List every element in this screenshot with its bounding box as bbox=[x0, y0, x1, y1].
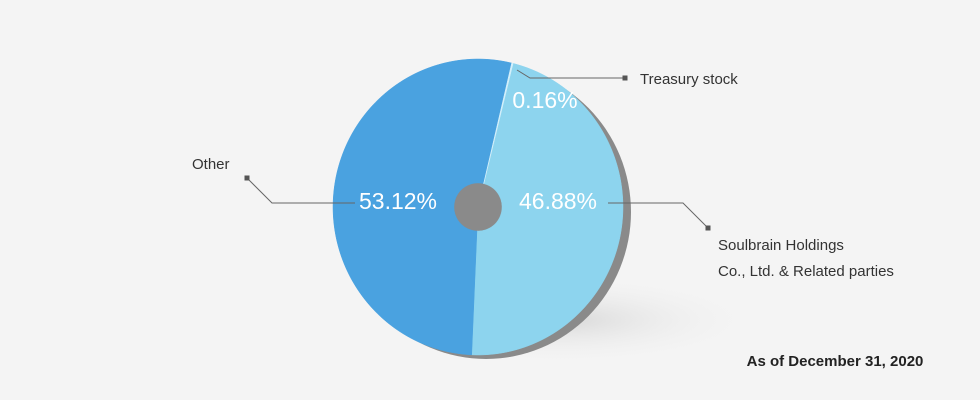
leader-line bbox=[608, 202, 709, 229]
category-label: Treasury stock bbox=[640, 71, 738, 88]
leader-line bbox=[246, 177, 355, 204]
value-label: 53.12% bbox=[359, 188, 437, 214]
value-label: 0.16% bbox=[512, 87, 577, 113]
leader-dot bbox=[705, 225, 711, 231]
category-label: Other bbox=[192, 156, 230, 173]
leader-line bbox=[516, 69, 625, 79]
pie-slice bbox=[483, 62, 514, 185]
subtitle: As of December 31, 2020 bbox=[747, 353, 924, 370]
leader-dot bbox=[622, 75, 628, 81]
category-label: Soulbrain Holdings Co., Ltd. & Related p… bbox=[718, 237, 894, 280]
value-label: 46.88% bbox=[519, 188, 597, 214]
leader-dot bbox=[244, 175, 250, 181]
